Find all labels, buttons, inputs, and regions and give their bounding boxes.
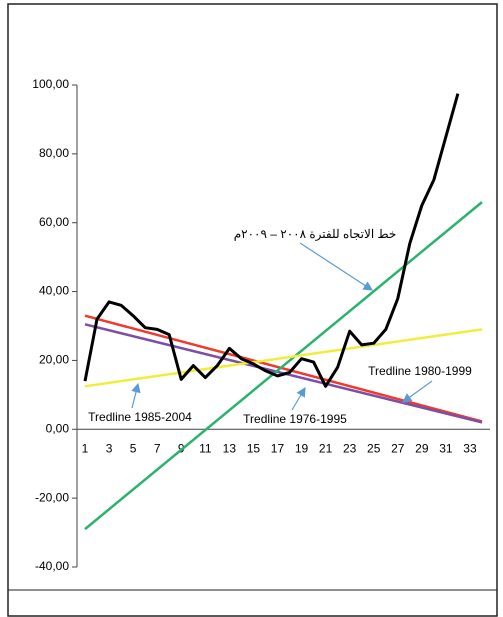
annotation: Tredline 1980-1999 [368, 364, 472, 378]
y-tick-label: -40,00 [35, 559, 69, 573]
x-tick-label: 5 [130, 441, 137, 455]
y-tick-label: 100,00 [32, 77, 69, 91]
annotation-arrow [291, 386, 306, 411]
y-tick-label: 0,00 [46, 421, 70, 435]
annotation: Tredline 1985-2004 [88, 410, 192, 424]
data-line [83, 93, 460, 388]
y-tick-label: 20,00 [39, 353, 69, 367]
x-tick-label: 7 [154, 441, 161, 455]
frame [7, 3, 498, 617]
annotation-arrow [131, 382, 141, 409]
x-tick-label: 25 [367, 441, 381, 455]
x-tick-label: 21 [319, 441, 333, 455]
x-tick-label: 11 [199, 441, 212, 455]
annotation: Tredline 1976-1995 [243, 412, 347, 426]
y-tick-label: -20,00 [35, 490, 69, 504]
y-tick-label: 40,00 [39, 284, 69, 298]
x-tick-label: 19 [295, 441, 309, 455]
x-tick-label: 33 [463, 441, 477, 455]
x-tick-label: 31 [439, 441, 453, 455]
x-tick-label: 23 [343, 441, 357, 455]
x-tick-label: 1 [82, 441, 89, 455]
x-tick-label: 29 [415, 441, 429, 455]
x-tick-label: 15 [247, 441, 261, 455]
y-tick-label: 80,00 [39, 146, 69, 160]
y-tick-label: 60,00 [39, 215, 69, 229]
x-tick-label: 13 [223, 441, 237, 455]
trendline [84, 314, 483, 423]
annotation-arrow [402, 380, 433, 403]
trendline [84, 201, 483, 531]
x-tick-label: 27 [391, 441, 405, 455]
x-tick-label: 17 [271, 441, 285, 455]
trendline [84, 328, 483, 388]
annotation: خط الاتجاه للفترة ٢٠٠٨ – ٢٠٠٩م [234, 227, 397, 241]
x-tick-label: 3 [106, 441, 113, 455]
annotation-arrow [299, 242, 374, 291]
